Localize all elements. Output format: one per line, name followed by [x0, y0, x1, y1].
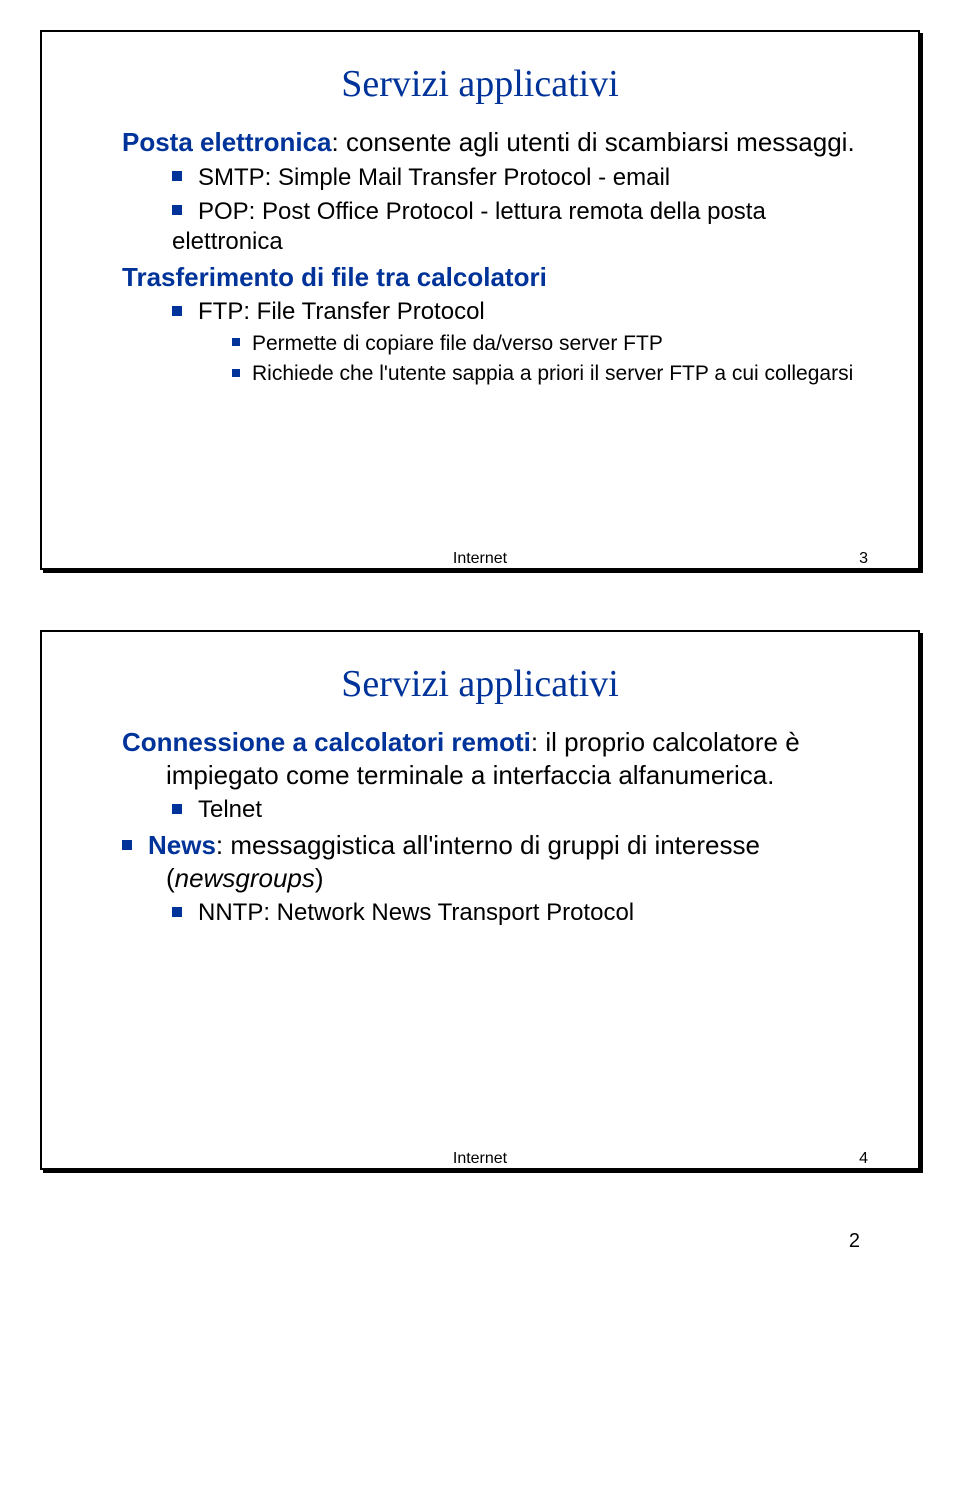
bullet-icon [172, 306, 182, 316]
topic-text: : consente agli utenti di scambiarsi mes… [332, 127, 855, 157]
topic-connessione-remoti: Connessione a calcolatori remoti: il pro… [122, 726, 868, 791]
bullet-nntp: NNTP: Network News Transport Protocol [172, 898, 868, 928]
bullet-text: FTP: File Transfer Protocol [198, 298, 485, 325]
topic-trasferimento-file: Trasferimento di file tra calcolatori [122, 261, 868, 294]
topic-posta-elettronica: Posta elettronica: consente agli utenti … [122, 126, 868, 159]
slide-title: Servizi applicativi [92, 662, 868, 706]
bullet-text: NNTP: Network News Transport Protocol [198, 899, 634, 926]
footer-label: Internet [453, 1150, 507, 1168]
footer-label: Internet [453, 550, 507, 568]
topic-label: Trasferimento di file tra calcolatori [122, 262, 547, 292]
sub-bullet-copiare: Permette di copiare file da/verso server… [232, 331, 868, 357]
bullet-icon [172, 804, 182, 814]
bullet-icon [172, 907, 182, 917]
bullet-text: SMTP: Simple Mail Transfer Protocol - em… [198, 164, 670, 191]
topic-text-end: ) [315, 863, 324, 893]
page-number: 2 [40, 1230, 920, 1283]
sub-bullet-richiede: Richiede che l'utente sappia a priori il… [232, 361, 868, 387]
topic-label: Posta elettronica [122, 127, 332, 157]
footer-number: 3 [859, 550, 868, 568]
bullet-text: Telnet [198, 796, 262, 823]
bullet-text: POP: Post Office Protocol - lettura remo… [172, 198, 766, 255]
topic-italic: newsgroups [175, 863, 315, 893]
slide-2: Servizi applicativi Connessione a calcol… [40, 630, 920, 1170]
footer-number: 4 [859, 1150, 868, 1168]
slide-title: Servizi applicativi [92, 62, 868, 106]
bullet-ftp: FTP: File Transfer Protocol [172, 297, 868, 327]
bullet-text: Richiede che l'utente sappia a priori il… [252, 362, 853, 385]
topic-label: News [148, 830, 216, 860]
slide-1: Servizi applicativi Posta elettronica: c… [40, 30, 920, 570]
bullet-icon [172, 205, 182, 215]
page-container: Servizi applicativi Posta elettronica: c… [0, 0, 960, 1293]
topic-news: News: messaggistica all'interno di grupp… [122, 829, 868, 894]
topic-label: Connessione a calcolatori remoti [122, 727, 531, 757]
bullet-pop: POP: Post Office Protocol - lettura remo… [172, 197, 868, 257]
bullet-text: Permette di copiare file da/verso server… [252, 332, 663, 355]
bullet-smtp: SMTP: Simple Mail Transfer Protocol - em… [172, 163, 868, 193]
bullet-icon [122, 840, 132, 850]
bullet-icon [232, 338, 240, 346]
bullet-icon [232, 369, 240, 377]
bullet-telnet: Telnet [172, 795, 868, 825]
bullet-icon [172, 171, 182, 181]
